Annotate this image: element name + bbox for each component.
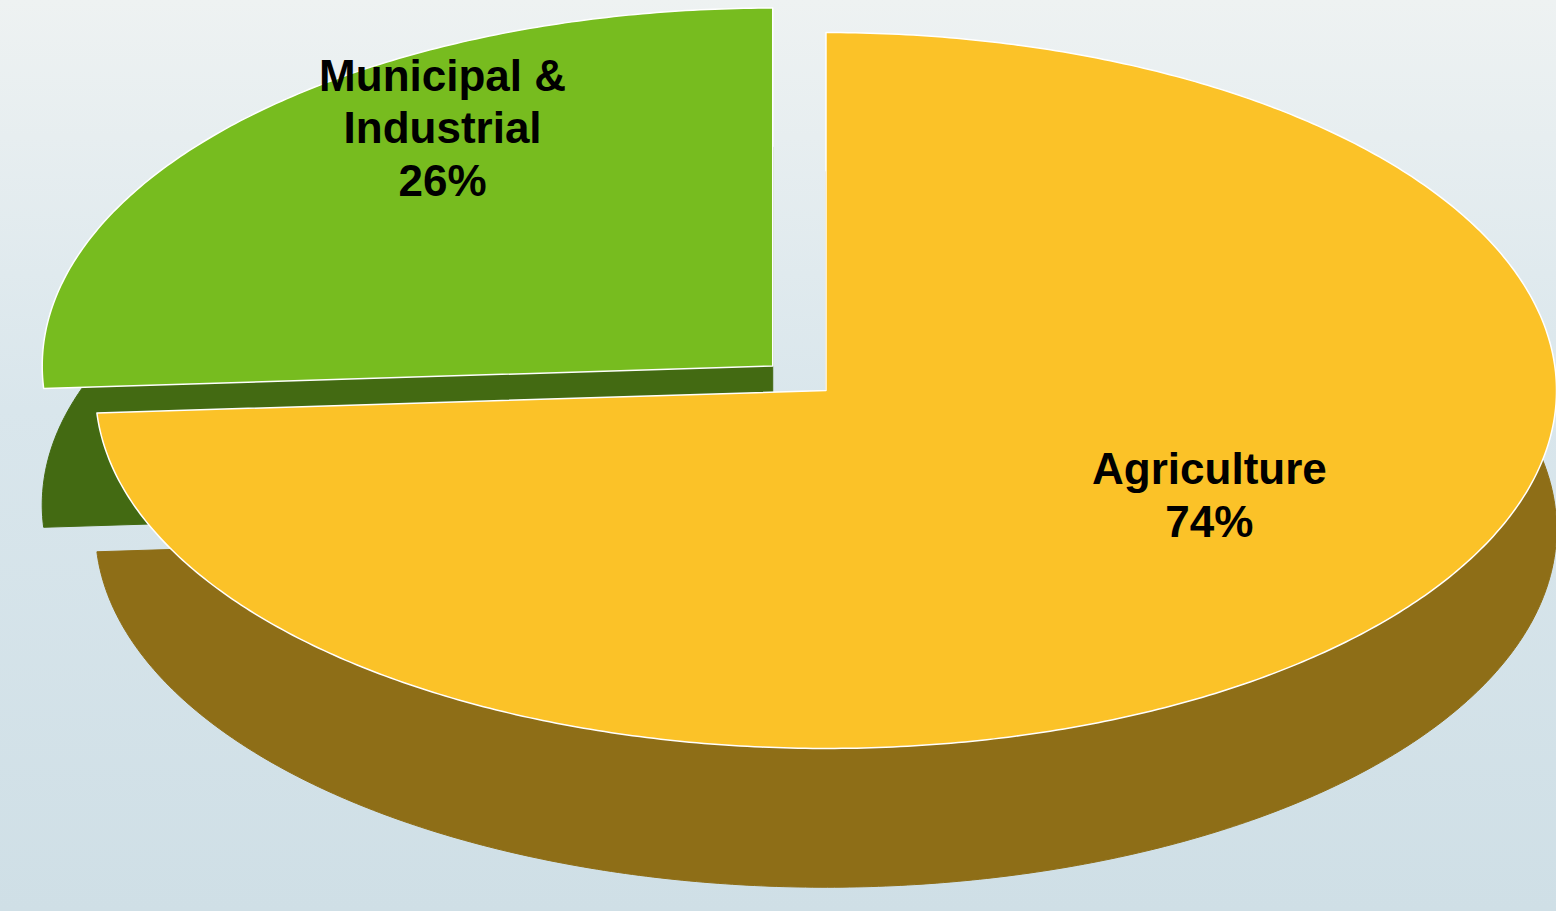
svg-text:Municipal &Industrial26%: Municipal &Industrial26%	[319, 51, 566, 206]
svg-text:Agriculture74%: Agriculture74%	[1092, 444, 1327, 546]
